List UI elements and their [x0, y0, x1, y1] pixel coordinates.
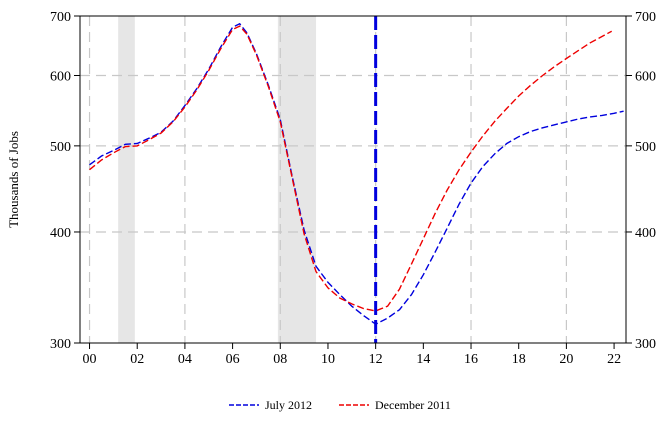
x-tick-label: 12	[369, 352, 383, 367]
y-tick-label-left: 600	[50, 69, 71, 84]
plot-frame	[79, 15, 627, 344]
y-tick-label-left: 400	[50, 226, 71, 241]
x-tick-label: 16	[464, 352, 478, 367]
x-tick-label: 20	[559, 352, 573, 367]
x-tick-label: 02	[130, 352, 144, 367]
grid-layer	[80, 16, 626, 343]
x-tick-label: 08	[273, 352, 287, 367]
ticks-layer: 300 300 400 400 500 500 600 600 700 700 00 02 04 06 08…	[50, 10, 656, 367]
recession-band	[277, 16, 317, 343]
series-line	[89, 25, 613, 312]
x-tick-label: 22	[607, 352, 621, 367]
x-tick-label: 06	[226, 352, 240, 367]
legend-label: December 2011	[375, 398, 451, 412]
recession-band	[118, 16, 135, 343]
x-tick-label: 14	[416, 352, 430, 367]
x-tick-label: 04	[178, 352, 192, 367]
x-tick-label: 18	[512, 352, 526, 367]
y-axis-label: Thousands of Jobs	[6, 131, 21, 228]
y-tick-label-right: 300	[635, 337, 656, 352]
y-tick-label-right: 700	[635, 10, 656, 25]
y-tick-label-right: 400	[635, 226, 656, 241]
y-tick-label-right: 600	[635, 69, 656, 84]
x-tick-label: 00	[83, 352, 97, 367]
y-tick-label-right: 500	[635, 140, 656, 155]
x-tick-label: 10	[321, 352, 335, 367]
legend-label: July 2012	[265, 398, 312, 412]
legend: July 2012 December 2011	[229, 398, 451, 412]
series-line	[89, 22, 624, 326]
series-layer	[89, 22, 624, 326]
y-tick-label-left: 700	[50, 10, 71, 25]
recession-shading-layer	[118, 16, 317, 343]
y-tick-label-left: 300	[50, 337, 71, 352]
y-tick-label-left: 500	[50, 140, 71, 155]
